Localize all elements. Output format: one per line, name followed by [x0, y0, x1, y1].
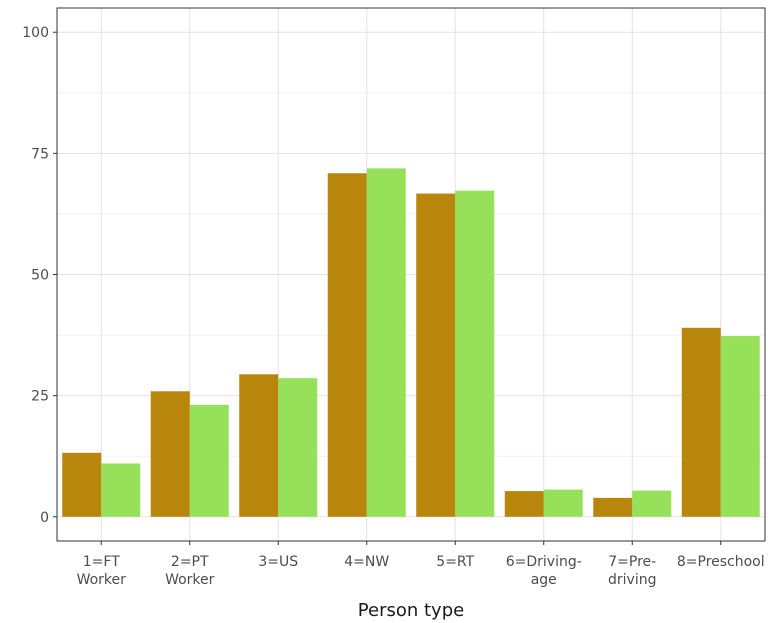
x-tick-label: 4=NW [344, 554, 389, 570]
bar-series-1 [150, 391, 190, 517]
y-tick-label: 100 [22, 25, 49, 41]
bar-series-2 [366, 168, 406, 517]
x-tick-label: 8=Preschool [677, 554, 765, 570]
bar-series-1 [593, 497, 633, 517]
x-tick-label: 7=Pre- [608, 554, 656, 570]
x-tick-label: Worker [165, 572, 215, 588]
bar-series-2 [543, 489, 583, 517]
bar-series-1 [62, 452, 102, 517]
x-tick-label: driving [608, 572, 656, 588]
x-axis-title: Person type [358, 600, 464, 621]
bar-series-1 [416, 193, 456, 517]
bar-series-2 [632, 490, 672, 517]
bar-series-2 [278, 378, 318, 517]
bar-series-1 [239, 374, 279, 517]
x-tick-label: age [531, 572, 557, 588]
y-tick-label: 75 [31, 146, 49, 162]
bar-series-2 [720, 336, 760, 517]
bar-series-2 [101, 463, 141, 517]
x-tick-label: 5=RT [436, 554, 474, 570]
x-tick-label: Worker [77, 572, 127, 588]
x-tick-label: 6=Driving- [506, 554, 582, 570]
bars [62, 168, 760, 517]
bar-series-2 [189, 404, 229, 517]
bar-series-1 [681, 327, 721, 517]
x-tick-label: 3=US [258, 554, 298, 570]
y-tick-label: 50 [31, 268, 49, 284]
bar-series-1 [504, 491, 544, 517]
y-tick-label: 25 [31, 389, 49, 405]
x-tick-label: 2=PT [171, 554, 209, 570]
y-axis: 0 25 50 75 100 [22, 25, 57, 526]
bar-series-1 [327, 173, 367, 517]
bar-series-2 [455, 190, 495, 517]
x-axis: 1=FT Worker 2=PT Worker 3=US 4=NW 5=RT 6=Drivin… [77, 541, 765, 588]
x-tick-label: 1=FT [83, 554, 120, 570]
y-tick-label: 0 [40, 510, 49, 526]
